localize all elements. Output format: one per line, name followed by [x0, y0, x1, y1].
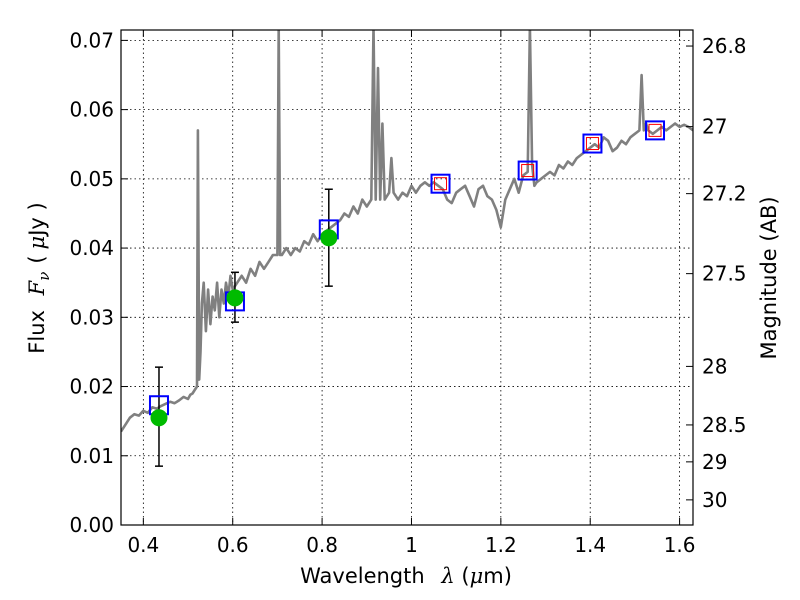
spectrum-layer [121, 30, 693, 433]
model-photometry-square [645, 120, 666, 141]
magnitude-axis-ticks: 26.8 27 27.2 27.5 28 28.5 29 30 [686, 34, 747, 512]
y-tick-label: 0.03 [69, 305, 114, 329]
plot-frame [120, 29, 694, 526]
grid-lines [121, 30, 693, 526]
spectrum-line [121, 30, 693, 433]
y-tick-label: 0.01 [69, 444, 114, 468]
magnitude-tick-label: 29 [702, 450, 727, 474]
model-photometry-square [430, 173, 451, 194]
detection-point [320, 229, 338, 247]
y-tick-label: 0.02 [69, 375, 114, 399]
x-axis-ticks: 0.4 0.6 0.8 1 1.2 1.4 1.6 [127, 30, 696, 557]
magnitude-tick-label: 26.8 [702, 34, 747, 58]
x-tick-label: 1 [405, 533, 418, 557]
magnitude-tick-label: 28 [702, 354, 727, 378]
x-tick-label: 1.6 [664, 533, 696, 557]
y-tick-label: 0.07 [69, 28, 114, 52]
marker-layer [148, 120, 666, 427]
magnitude-tick-label: 28.5 [702, 413, 747, 437]
x-tick-label: 0.4 [127, 533, 159, 557]
x-tick-label: 1.2 [485, 533, 517, 557]
magnitude-tick-label: 30 [702, 488, 727, 512]
model-photometry-square [517, 160, 538, 181]
y-tick-label: 0.00 [69, 513, 114, 537]
magnitude-tick-label: 27.5 [702, 262, 747, 286]
observed-photometry-square [648, 123, 662, 137]
x-tick-label: 0.8 [306, 533, 338, 557]
magnitude-tick-label: 27.2 [702, 182, 747, 206]
x-tick-label: 1.4 [574, 533, 606, 557]
y-axis-ticks: 0.00 0.01 0.02 0.03 0.04 0.05 0.06 0.07 [69, 28, 128, 537]
model-photometry-square [582, 133, 603, 154]
detection-point [150, 409, 168, 427]
y-tick-label: 0.05 [69, 167, 114, 191]
observed-photometry-square [434, 177, 448, 191]
magnitude-tick-label: 27 [702, 115, 727, 139]
observed-photometry-square [521, 164, 535, 178]
magnitude-axis-label: Magnitude (AB) [757, 196, 781, 359]
observed-photometry-square [585, 137, 599, 151]
x-axis-label: Wavelength λ (μm) [300, 564, 512, 588]
x-tick-label: 0.6 [217, 533, 249, 557]
y-axis-label: Flux Fν(μJy ) [25, 202, 53, 353]
y-tick-label: 0.06 [69, 98, 114, 122]
y-tick-label: 0.04 [69, 236, 114, 260]
detection-point [226, 289, 244, 307]
